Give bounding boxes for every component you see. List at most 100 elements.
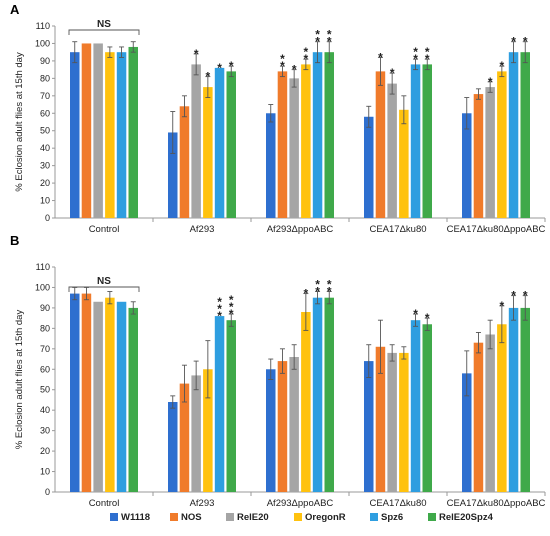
panel-label: B	[10, 233, 19, 248]
bar-nos	[473, 342, 484, 492]
significance-mark: *	[500, 299, 505, 313]
legend-swatch-rele20	[226, 513, 234, 521]
significance-mark: *	[327, 278, 332, 292]
significance-mark: *	[327, 285, 332, 299]
significance-mark: *	[206, 70, 211, 84]
y-axis-title: % Eclosion adult flies at 15th day	[14, 310, 25, 450]
y-tick-label: 90	[40, 56, 50, 66]
legend-label-rele20: RelE20	[237, 512, 269, 523]
bar-spz6	[312, 52, 323, 218]
y-tick-label: 80	[40, 323, 50, 333]
bar-w1118	[364, 361, 374, 492]
y-axis-title: % Eclosion adult flies at 15th day	[14, 52, 25, 192]
bar-nos	[277, 361, 288, 492]
bar-w1118	[462, 113, 472, 218]
bar-w1118	[70, 293, 80, 492]
y-tick-label: 30	[40, 426, 50, 436]
bar-rele20spz4	[226, 71, 236, 218]
y-tick-label: 10	[40, 196, 50, 206]
significance-mark: *	[229, 307, 234, 321]
significance-mark: *	[304, 287, 309, 301]
bar-rele20	[485, 334, 495, 492]
significance-mark: *	[413, 307, 418, 321]
ns-bracket	[68, 29, 140, 35]
category-label: Control	[89, 224, 120, 235]
y-tick-label: 20	[40, 178, 50, 188]
y-tick-label: 70	[40, 344, 50, 354]
significance-mark: *	[229, 59, 234, 73]
significance-mark: *	[194, 47, 199, 61]
legend: W1118 NOS RelE20 OregonR Spz6 RelE20Spz4	[110, 512, 494, 523]
bar-rele20spz4	[226, 320, 236, 492]
bar-nos	[179, 383, 190, 492]
legend-label-spz6: Spz6	[381, 512, 403, 523]
y-tick-label: 110	[36, 21, 50, 31]
significance-mark: *	[378, 50, 383, 64]
bar-rele20spz4	[128, 307, 138, 492]
legend-swatch-oregonr	[294, 513, 302, 521]
significance-mark: *	[425, 52, 430, 66]
bar-spz6	[116, 52, 127, 218]
y-tick-label: 50	[40, 126, 50, 136]
y-tick-label: 50	[40, 385, 50, 395]
bar-nos	[473, 94, 484, 218]
significance-mark: *	[413, 45, 418, 59]
bar-w1118	[168, 402, 178, 492]
significance-mark: *	[229, 293, 234, 307]
y-tick-label: 30	[40, 161, 50, 171]
bar-rele20	[289, 78, 299, 218]
bar-nos	[375, 346, 386, 492]
y-tick-label: 60	[40, 108, 50, 118]
bar-rele20	[485, 87, 495, 218]
ns-label: NS	[97, 276, 111, 287]
significance-mark: *	[523, 35, 528, 49]
legend-label-oregonr: OregonR	[305, 512, 346, 523]
significance-mark: *	[217, 295, 222, 309]
category-label: Af293ΔppoABC	[267, 224, 334, 235]
bar-spz6	[508, 307, 519, 492]
significance-mark: *	[280, 52, 285, 66]
bar-w1118	[70, 52, 80, 218]
bar-spz6	[410, 64, 421, 219]
bar-rele20	[191, 375, 201, 492]
bar-w1118	[168, 132, 178, 218]
legend-swatch-nos	[170, 513, 178, 521]
category-label: Af293ΔppoABC	[267, 498, 334, 509]
bar-nos	[179, 106, 190, 218]
bar-spz6	[116, 301, 127, 492]
significance-mark: *	[523, 289, 528, 303]
significance-mark: *	[315, 28, 320, 42]
significance-mark: *	[327, 28, 332, 42]
ns-bracket	[68, 286, 140, 292]
significance-mark: *	[390, 66, 395, 80]
bar-spz6	[214, 316, 225, 492]
legend-label-w1118: W1118	[121, 512, 150, 523]
category-label: CEA17Δku80	[369, 224, 426, 235]
significance-mark: *	[488, 75, 493, 89]
y-tick-label: 0	[45, 213, 50, 223]
bar-rele20	[93, 301, 103, 492]
significance-mark: *	[292, 63, 297, 77]
bar-spz6	[312, 297, 323, 492]
y-tick-label: 60	[40, 364, 50, 374]
y-tick-label: 10	[40, 467, 50, 477]
significance-mark: *	[229, 300, 234, 314]
bar-rele20spz4	[520, 52, 530, 218]
panel-label: A	[10, 2, 20, 17]
category-label: Af293	[190, 224, 215, 235]
legend-swatch-spz6	[370, 513, 378, 521]
bar-spz6	[214, 67, 225, 219]
ns-label: NS	[97, 19, 111, 30]
significance-mark: *	[315, 285, 320, 299]
bar-oregonr	[399, 109, 409, 218]
category-label: Control	[89, 498, 120, 509]
y-tick-label: 90	[40, 303, 50, 313]
bar-rele20spz4	[422, 324, 432, 492]
significance-mark: *	[217, 309, 222, 323]
bar-rele20	[191, 64, 201, 219]
bar-spz6	[508, 52, 519, 218]
bar-rele20spz4	[128, 46, 138, 219]
category-label: CEA17Δku80	[369, 498, 426, 509]
chart-panel-a: A 0 10 20 30 40 50 60 70 80 90 100 110 % Eclosion adu…	[10, 2, 546, 235]
